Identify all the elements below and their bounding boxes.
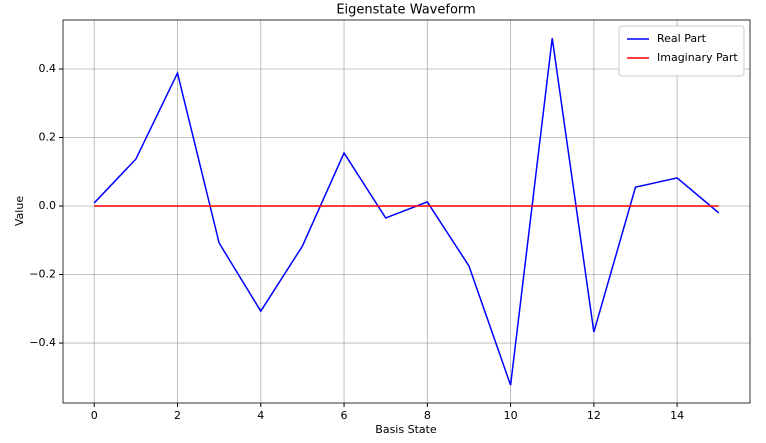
chart-title: Eigenstate Waveform bbox=[336, 3, 475, 18]
x-tick-label: 2 bbox=[174, 409, 181, 422]
plot-frame bbox=[62, 19, 751, 404]
y-tick-label: −0.2 bbox=[29, 268, 56, 281]
x-tick-label: 0 bbox=[91, 409, 98, 422]
legend-label: Imaginary Part bbox=[657, 51, 738, 64]
x-tick-label: 10 bbox=[504, 409, 518, 422]
y-tick-label: 0.0 bbox=[39, 199, 57, 212]
legend-label: Real Part bbox=[657, 32, 707, 45]
x-tick-label: 6 bbox=[341, 409, 348, 422]
y-tick-label: −0.4 bbox=[29, 336, 56, 349]
x-axis-label: Basis State bbox=[375, 423, 437, 436]
y-tick-label: 0.4 bbox=[39, 62, 57, 75]
y-axis-label: Value bbox=[13, 196, 26, 226]
series-line bbox=[93, 38, 720, 386]
y-tick-label: 0.2 bbox=[39, 131, 57, 144]
x-tick-label: 14 bbox=[670, 409, 684, 422]
x-tick-label: 12 bbox=[587, 409, 601, 422]
legend-box bbox=[618, 25, 745, 77]
x-tick-label: 4 bbox=[257, 409, 264, 422]
x-tick-label: 8 bbox=[424, 409, 431, 422]
